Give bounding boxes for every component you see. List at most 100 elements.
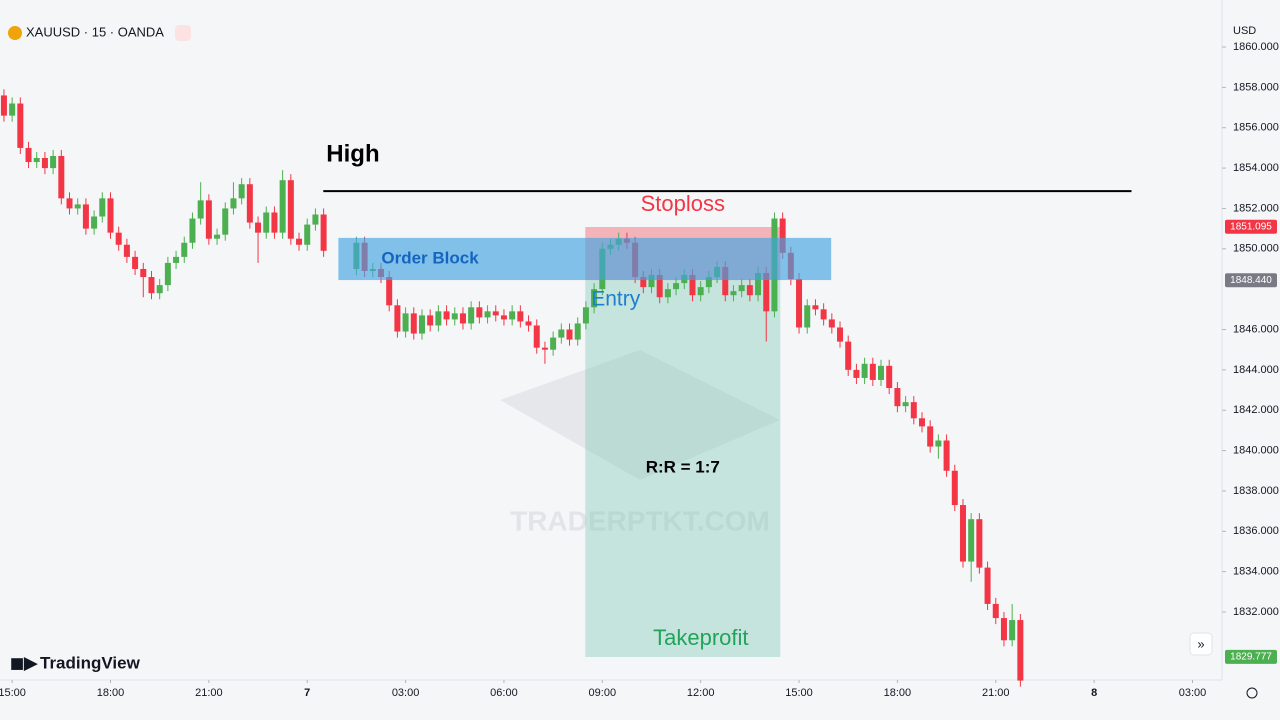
candle-body: [320, 214, 327, 251]
x-tick-label: 21:00: [982, 687, 1010, 699]
candle-body: [673, 283, 680, 290]
candle-body: [591, 289, 598, 308]
y-tick-label: 1840.000: [1233, 444, 1279, 456]
candle-body: [205, 200, 212, 239]
y-tick-label: 1832.000: [1233, 606, 1279, 618]
candle-body: [41, 157, 48, 169]
candle-body: [746, 285, 753, 296]
candle-body: [927, 426, 934, 447]
candle-body: [640, 277, 647, 288]
candle-body: [476, 307, 483, 318]
price-label: 1848.440: [1230, 275, 1272, 286]
candle-body: [214, 234, 221, 239]
candle-body: [279, 180, 286, 233]
price-label-box: [1225, 219, 1277, 234]
y-tick-label: 1842.000: [1233, 404, 1279, 416]
price-label: 1829.777: [1230, 651, 1272, 662]
candle-body: [959, 505, 966, 562]
order-block-label: Order Block: [381, 248, 479, 267]
candle-body: [222, 208, 229, 235]
candle-body: [66, 198, 73, 209]
brand-logo: ◼▶: [10, 653, 38, 672]
x-tick-label: 18:00: [97, 687, 125, 699]
candle-body: [779, 218, 786, 253]
candle-body: [869, 363, 876, 380]
candle-body: [484, 311, 491, 318]
x-tick-label: 8: [1091, 687, 1097, 699]
candle-body: [82, 204, 89, 229]
candle-body: [17, 103, 24, 148]
candle-body: [189, 218, 196, 243]
candle-body: [837, 327, 844, 342]
candle-body: [271, 212, 278, 233]
candle-body: [509, 311, 516, 320]
candle-body: [910, 402, 917, 419]
candle-body: [115, 232, 122, 245]
candle-body: [500, 315, 507, 320]
candle-body: [99, 198, 106, 217]
candle-body: [164, 262, 171, 286]
candle-body: [148, 277, 155, 294]
symbol-header[interactable]: XAUUSD · 15 · OANDA: [26, 24, 164, 39]
candle-body: [1009, 620, 1016, 641]
candle-body: [705, 277, 712, 288]
y-tick-label: 1850.000: [1233, 243, 1279, 255]
candle-body: [951, 470, 958, 506]
candle-body: [541, 347, 548, 350]
x-tick-label: 7: [304, 687, 310, 699]
candle-body: [992, 603, 999, 619]
brand[interactable]: TradingView: [40, 653, 141, 672]
takeprofit-label: Takeprofit: [653, 625, 748, 650]
entry-label: Entry: [591, 288, 641, 311]
candle-body: [820, 309, 827, 320]
candle-body: [33, 157, 40, 163]
candle-body: [550, 337, 557, 350]
takeprofit-zone: [585, 280, 781, 657]
y-tick-label: 1858.000: [1233, 81, 1279, 93]
candle-body: [796, 279, 803, 328]
candle-body: [886, 365, 893, 389]
settings-button[interactable]: [1246, 687, 1258, 699]
y-tick-label: 1852.000: [1233, 202, 1279, 214]
x-tick-label: 09:00: [589, 687, 617, 699]
status-icon[interactable]: [175, 25, 191, 41]
candle-body: [91, 216, 98, 229]
candle-body: [386, 277, 393, 306]
candle-body: [517, 311, 524, 322]
candle-body: [394, 305, 401, 332]
candle-body: [533, 325, 540, 348]
candle-body: [9, 103, 16, 116]
x-tick-label: 21:00: [195, 687, 223, 699]
candle-body: [853, 369, 860, 378]
scroll-button[interactable]: [1189, 632, 1213, 656]
candle-body: [976, 519, 983, 568]
candle-body: [845, 341, 852, 370]
candle-body: [1000, 618, 1007, 641]
candle-body: [140, 268, 147, 278]
x-tick-label: 03:00: [1179, 687, 1207, 699]
candle-body: [25, 147, 32, 163]
candle-body: [861, 363, 868, 378]
candle-body: [304, 224, 311, 245]
candle-body: [312, 214, 319, 225]
candle-body: [132, 256, 139, 269]
x-tick-label: 12:00: [687, 687, 715, 699]
candle-body: [574, 323, 581, 340]
candle-body: [468, 307, 475, 324]
high-label: High: [326, 140, 379, 167]
candle-body: [968, 519, 975, 562]
x-tick-label: 03:00: [392, 687, 420, 699]
candle-body: [255, 222, 262, 233]
candle-body: [828, 319, 835, 328]
candle-body: [287, 180, 294, 239]
candle-body: [246, 184, 253, 223]
candle-body: [689, 275, 696, 296]
candle-body: [427, 315, 434, 326]
candle-body: [566, 329, 573, 340]
candle-body: [894, 388, 901, 407]
currency[interactable]: USD: [1233, 25, 1256, 37]
y-tick-label: 1860.000: [1233, 41, 1279, 53]
y-tick-label: 1844.000: [1233, 364, 1279, 376]
